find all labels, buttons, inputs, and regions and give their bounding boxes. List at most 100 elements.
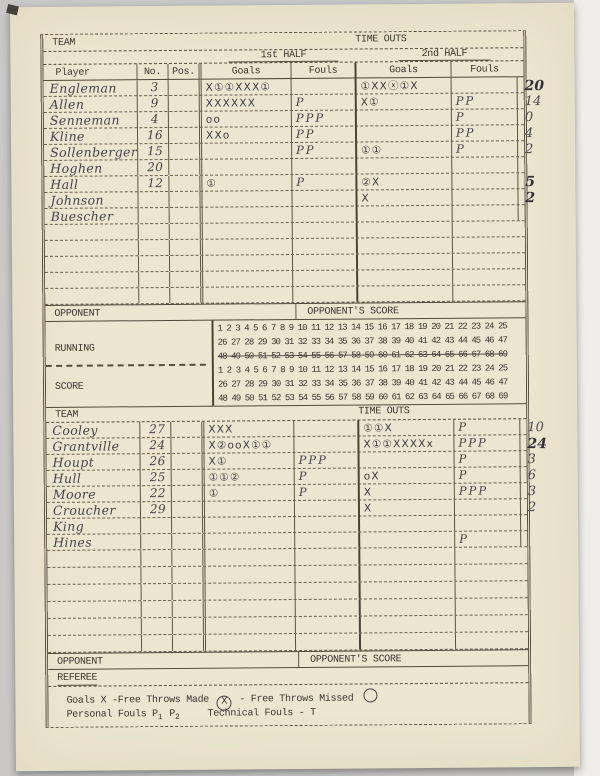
legend-missed-text: - Free Throws Missed <box>239 693 354 706</box>
empty-cell <box>205 617 296 634</box>
empty-cell <box>172 634 207 651</box>
player-name-cell: Cooley <box>46 422 141 439</box>
player-total-points: 5 <box>525 174 536 191</box>
goals-second-half-cell <box>360 531 456 548</box>
player-number-cell: 24 <box>140 437 172 455</box>
fouls-first-half-cell <box>294 436 360 454</box>
player-name-cell: Kline <box>43 128 139 145</box>
player-number-cell <box>141 533 173 550</box>
player-position-cell <box>168 95 202 112</box>
empty-cell <box>295 633 362 650</box>
empty-cell <box>456 632 522 649</box>
player-number-cell: 3 <box>137 79 169 97</box>
player-total-points: 3 <box>527 452 536 468</box>
player-name-cell: King <box>47 518 142 534</box>
empty-cell <box>202 255 294 271</box>
empty-cell <box>205 566 296 583</box>
fouls-first-half-cell <box>294 420 360 438</box>
goals-first-half-cell: X②ooX①① <box>204 437 295 454</box>
goals-first-half-cell: X① <box>204 453 295 470</box>
player-number-cell: 9 <box>137 95 169 113</box>
referee-label: REFEREE <box>57 672 98 686</box>
empty-cell <box>357 253 454 270</box>
team2-opponent-label: OPPONENT <box>57 656 103 668</box>
empty-cell <box>205 583 296 600</box>
running-label: RUNNING <box>54 343 95 355</box>
fouls2-column-header: Fouls <box>470 64 499 76</box>
goals-first-half-cell: X①①XXX① <box>201 79 292 96</box>
empty-cell <box>456 615 522 632</box>
goals-second-half-cell: ①XXⓧ①X <box>356 77 452 95</box>
fouls-first-half-cell <box>292 206 358 223</box>
team2-timeouts-label: TIME OUTS <box>358 406 410 418</box>
empty-cell <box>360 564 456 582</box>
player-name-cell: Johnson <box>44 192 139 209</box>
empty-cell <box>44 256 140 272</box>
fouls-first-half-cell: P <box>294 468 360 486</box>
player-position-cell <box>169 159 203 175</box>
player-total-points: 0 <box>524 110 534 126</box>
fouls-second-half-cell: P <box>454 451 521 468</box>
running-score-labels: RUNNING SCORE <box>45 320 215 407</box>
team1-opponent-score-label: OPPONENT'S SCORE <box>307 306 399 318</box>
empty-cell <box>138 239 170 256</box>
goals-first-half-cell <box>205 517 296 533</box>
empty-cell <box>47 584 142 601</box>
goals-second-half-cell: X <box>357 189 453 207</box>
fouls-second-half-cell: P <box>451 109 518 126</box>
player-number-cell: 15 <box>138 143 170 161</box>
empty-cell <box>169 255 204 271</box>
empty-cell <box>453 253 519 269</box>
running-numbers-line: 48 49 50 51 52 53 54 55 56 57 58 59 60 6… <box>218 391 508 404</box>
empty-cell <box>141 566 173 584</box>
empty-cell <box>44 240 139 256</box>
player-position-cell <box>171 485 205 502</box>
empty-cell <box>141 549 173 567</box>
player-number-cell: 22 <box>140 485 172 503</box>
goals-second-half-cell <box>357 205 453 222</box>
fouls-second-half-cell <box>452 205 519 221</box>
player-position-cell <box>169 207 203 223</box>
empty-cell <box>357 221 453 238</box>
empty-cell <box>139 287 171 304</box>
empty-cell <box>295 548 361 566</box>
team1-timeouts-label: TIME OUTS <box>355 34 407 46</box>
goals-first-half-cell <box>202 207 293 223</box>
goals-second-half-cell <box>357 157 453 174</box>
empty-cell <box>169 223 203 239</box>
player-position-cell <box>168 79 202 96</box>
player-name-cell: Grantville <box>46 438 141 455</box>
running-score-section: RUNNING SCORE 1 2 3 4 5 6 7 8 9 10 11 12… <box>45 318 527 408</box>
player-total-points: 20 <box>524 78 545 95</box>
empty-cell <box>203 271 294 287</box>
running-score-numbers: 1 2 3 4 5 6 7 8 9 10 11 12 13 14 15 16 1… <box>213 318 526 405</box>
player-number-cell <box>138 191 170 209</box>
goals-first-half-cell <box>202 159 293 175</box>
player-number-cell: 16 <box>137 127 170 145</box>
empty-cell <box>47 567 142 584</box>
empty-cell <box>172 617 206 634</box>
empty-cell <box>172 566 206 583</box>
empty-cell <box>295 616 361 634</box>
player-total-points: 2 <box>525 190 536 207</box>
empty-cell <box>292 222 358 239</box>
player-name-cell: Hoghen <box>44 160 139 176</box>
fouls-second-half-cell <box>451 77 518 94</box>
empty-cell <box>358 285 454 302</box>
fouls-second-half-cell <box>452 157 519 173</box>
empty-cell <box>360 581 456 599</box>
position-column-header: Pos. <box>168 63 202 79</box>
empty-cell <box>295 599 361 617</box>
empty-cell <box>456 581 522 598</box>
p2-subscript: 2 <box>174 712 180 722</box>
goals-first-half-cell: XXo <box>201 127 293 144</box>
empty-cell <box>360 615 456 633</box>
empty-cell <box>456 598 522 615</box>
player-position-cell <box>171 501 206 518</box>
fouls-first-half-cell: P <box>292 174 358 192</box>
team1-empty-rows <box>44 221 526 305</box>
player-name-cell: Engleman <box>43 80 138 97</box>
player-total-points: 2 <box>527 500 537 516</box>
empty-cell <box>205 549 296 566</box>
fouls-second-half-cell: PP <box>451 93 518 110</box>
